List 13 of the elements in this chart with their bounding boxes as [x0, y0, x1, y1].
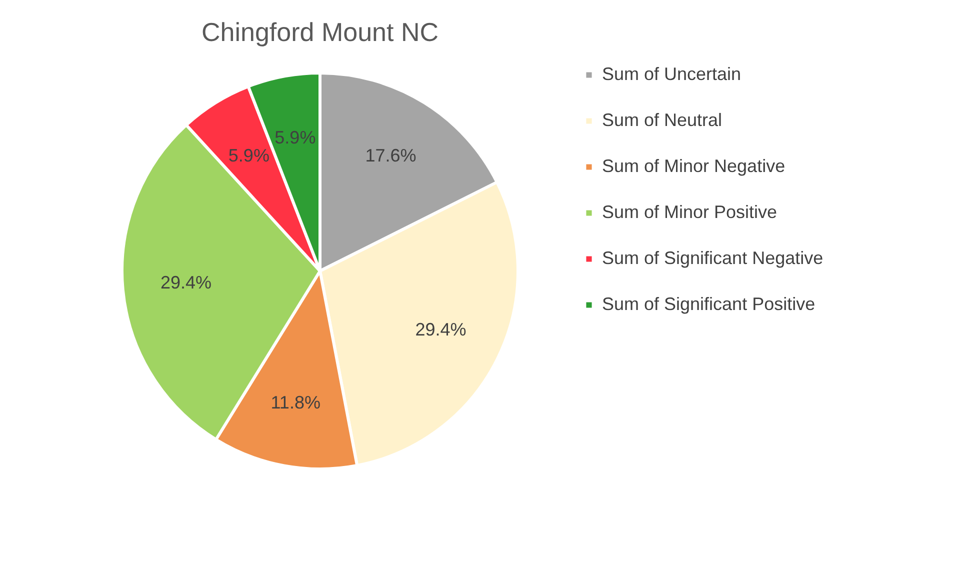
legend-label: Sum of Uncertain: [602, 64, 742, 84]
data-label: 29.4%: [160, 272, 212, 293]
legend-label: Sum of Significant Positive: [602, 294, 816, 314]
data-label: 5.9%: [274, 128, 316, 148]
legend-label: Sum of Neutral: [602, 110, 722, 130]
data-label: 17.6%: [365, 145, 416, 166]
chart-title: Chingford Mount NC: [202, 17, 438, 47]
data-label: 29.4%: [415, 320, 466, 340]
data-label: 5.9%: [228, 146, 270, 166]
data-label: 11.8%: [270, 392, 320, 412]
legend-label: Sum of Minor Positive: [602, 202, 778, 222]
legend-label: Sum of Significant Negative: [602, 248, 824, 268]
legend-label: Sum of Minor Negative: [602, 156, 786, 176]
